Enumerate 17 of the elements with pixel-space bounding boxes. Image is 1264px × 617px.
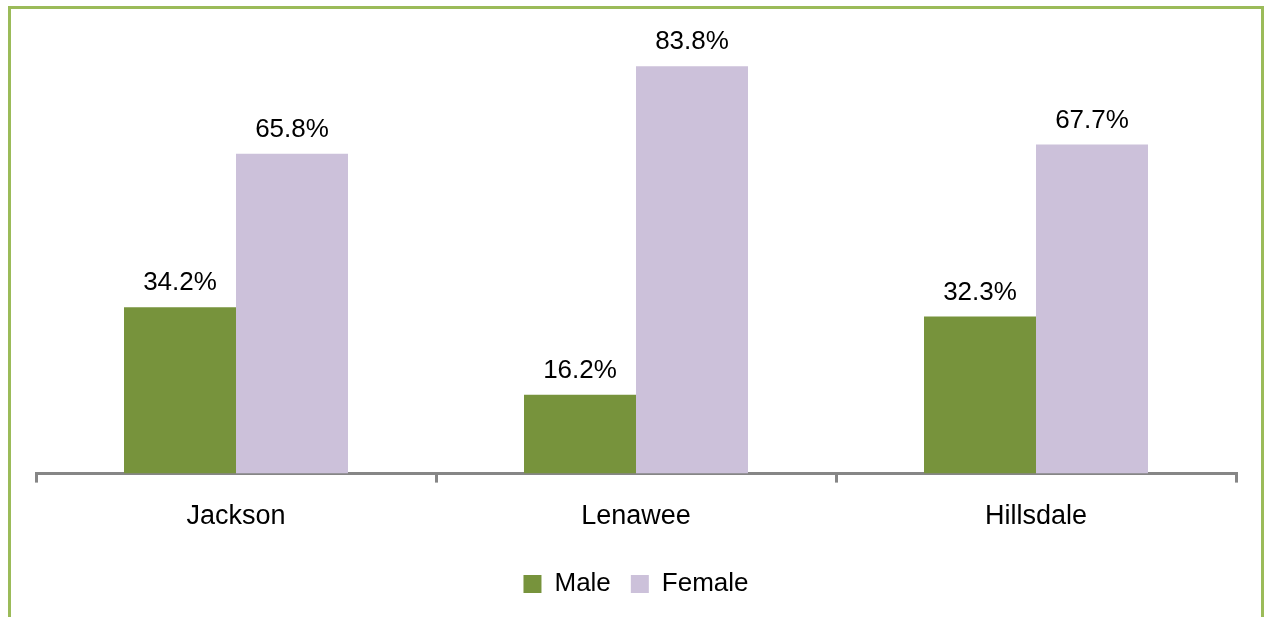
data-label: 65.8% [255,112,329,143]
x-tick-label: Lenawee [581,500,691,531]
bar [236,153,348,474]
bar [636,66,748,474]
bar [924,316,1036,474]
bar [1036,144,1148,474]
x-tick-label: Jackson [186,500,286,531]
data-label: 34.2% [143,266,217,297]
data-label: 16.2% [543,354,617,384]
data-label: 83.8% [655,25,729,56]
data-label: 67.7% [1055,103,1129,134]
bar [524,394,636,474]
x-tick-label: Hillsdale [984,500,1088,531]
data-label: 32.3% [943,275,1017,306]
legend-label: Male [554,567,611,598]
legend-label: Female [661,567,749,598]
bar [124,307,236,474]
